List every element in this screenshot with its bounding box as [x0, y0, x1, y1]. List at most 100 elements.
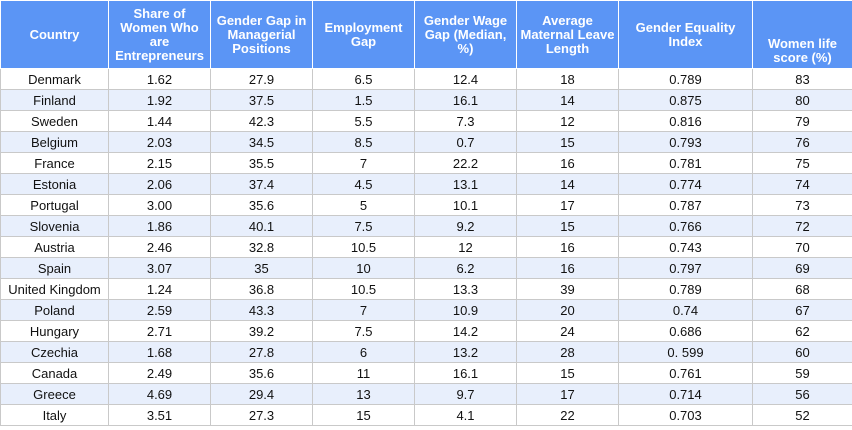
table-cell[interactable]: 1.68	[108, 341, 211, 363]
table-cell[interactable]: 9.2	[414, 215, 517, 237]
table-cell[interactable]: 35.5	[210, 152, 313, 174]
table-cell[interactable]: 0.793	[618, 131, 753, 153]
table-cell[interactable]: 2.46	[108, 236, 211, 258]
table-cell[interactable]: 37.5	[210, 89, 313, 111]
table-cell[interactable]: 4.1	[414, 404, 517, 426]
table-cell[interactable]: 6.2	[414, 257, 517, 279]
table-cell[interactable]: 0.714	[618, 383, 753, 405]
table-cell[interactable]: 0.766	[618, 215, 753, 237]
table-cell[interactable]: 22.2	[414, 152, 517, 174]
table-cell[interactable]: 27.9	[210, 68, 313, 90]
table-cell[interactable]: 16	[516, 152, 619, 174]
table-cell[interactable]: 16	[516, 257, 619, 279]
table-cell[interactable]: 16.1	[414, 362, 517, 384]
table-cell[interactable]: 13.3	[414, 278, 517, 300]
table-cell[interactable]: 0.789	[618, 278, 753, 300]
table-cell[interactable]: 1.92	[108, 89, 211, 111]
table-cell[interactable]: 7.5	[312, 320, 415, 342]
table-cell[interactable]: 6.5	[312, 68, 415, 90]
column-header-managerial-gap[interactable]: Gender Gap in Managerial Positions	[210, 0, 313, 69]
table-cell[interactable]: 34.5	[210, 131, 313, 153]
country-cell[interactable]: Greece	[0, 383, 109, 405]
column-header-employment-gap[interactable]: Employment Gap	[312, 0, 415, 69]
table-cell[interactable]: 4.69	[108, 383, 211, 405]
table-cell[interactable]: 27.8	[210, 341, 313, 363]
country-cell[interactable]: United Kingdom	[0, 278, 109, 300]
country-cell[interactable]: France	[0, 152, 109, 174]
table-cell[interactable]: 7.3	[414, 110, 517, 132]
table-cell[interactable]: 5	[312, 194, 415, 216]
table-cell[interactable]: 18	[516, 68, 619, 90]
table-cell[interactable]: 60	[752, 341, 852, 363]
table-cell[interactable]: 15	[516, 215, 619, 237]
country-cell[interactable]: Italy	[0, 404, 109, 426]
table-cell[interactable]: 10	[312, 257, 415, 279]
table-cell[interactable]: 2.59	[108, 299, 211, 321]
table-cell[interactable]: 62	[752, 320, 852, 342]
table-cell[interactable]: 10.1	[414, 194, 517, 216]
column-header-equality-index[interactable]: Gender Equality Index	[618, 0, 753, 69]
table-cell[interactable]: 72	[752, 215, 852, 237]
country-cell[interactable]: Spain	[0, 257, 109, 279]
table-cell[interactable]: 75	[752, 152, 852, 174]
table-cell[interactable]: 10.5	[312, 236, 415, 258]
table-cell[interactable]: 2.49	[108, 362, 211, 384]
country-cell[interactable]: Sweden	[0, 110, 109, 132]
table-cell[interactable]: 0.789	[618, 68, 753, 90]
table-cell[interactable]: 37.4	[210, 173, 313, 195]
table-cell[interactable]: 7.5	[312, 215, 415, 237]
table-cell[interactable]: 67	[752, 299, 852, 321]
column-header-women-life-score[interactable]: Women life score (%)	[752, 0, 852, 69]
table-cell[interactable]: 9.7	[414, 383, 517, 405]
country-cell[interactable]: Poland	[0, 299, 109, 321]
table-cell[interactable]: 12	[516, 110, 619, 132]
table-cell[interactable]: 0.743	[618, 236, 753, 258]
table-cell[interactable]: 0.781	[618, 152, 753, 174]
table-cell[interactable]: 0.787	[618, 194, 753, 216]
table-cell[interactable]: 1.62	[108, 68, 211, 90]
table-cell[interactable]: 35.6	[210, 362, 313, 384]
table-cell[interactable]: 1.24	[108, 278, 211, 300]
table-cell[interactable]: 35.6	[210, 194, 313, 216]
table-cell[interactable]: 20	[516, 299, 619, 321]
country-cell[interactable]: Austria	[0, 236, 109, 258]
table-cell[interactable]: 74	[752, 173, 852, 195]
table-cell[interactable]: 17	[516, 383, 619, 405]
table-cell[interactable]: 10.5	[312, 278, 415, 300]
table-cell[interactable]: 0.761	[618, 362, 753, 384]
table-cell[interactable]: 5.5	[312, 110, 415, 132]
table-cell[interactable]: 69	[752, 257, 852, 279]
table-cell[interactable]: 1.5	[312, 89, 415, 111]
table-cell[interactable]: 1.44	[108, 110, 211, 132]
table-cell[interactable]: 0.7	[414, 131, 517, 153]
table-cell[interactable]: 27.3	[210, 404, 313, 426]
country-cell[interactable]: Portugal	[0, 194, 109, 216]
country-cell[interactable]: Finland	[0, 89, 109, 111]
table-cell[interactable]: 10.9	[414, 299, 517, 321]
table-cell[interactable]: 32.8	[210, 236, 313, 258]
table-cell[interactable]: 0.703	[618, 404, 753, 426]
country-cell[interactable]: Hungary	[0, 320, 109, 342]
country-cell[interactable]: Canada	[0, 362, 109, 384]
table-cell[interactable]: 14.2	[414, 320, 517, 342]
table-cell[interactable]: 13.2	[414, 341, 517, 363]
table-cell[interactable]: 0.797	[618, 257, 753, 279]
table-cell[interactable]: 76	[752, 131, 852, 153]
table-cell[interactable]: 2.71	[108, 320, 211, 342]
table-cell[interactable]: 13	[312, 383, 415, 405]
table-cell[interactable]: 24	[516, 320, 619, 342]
table-cell[interactable]: 0.686	[618, 320, 753, 342]
table-cell[interactable]: 16	[516, 236, 619, 258]
country-cell[interactable]: Belgium	[0, 131, 109, 153]
table-cell[interactable]: 3.07	[108, 257, 211, 279]
table-cell[interactable]: 40.1	[210, 215, 313, 237]
table-cell[interactable]: 14	[516, 173, 619, 195]
table-cell[interactable]: 2.03	[108, 131, 211, 153]
table-cell[interactable]: 0. 599	[618, 341, 753, 363]
table-cell[interactable]: 12	[414, 236, 517, 258]
table-cell[interactable]: 42.3	[210, 110, 313, 132]
table-cell[interactable]: 56	[752, 383, 852, 405]
table-cell[interactable]: 12.4	[414, 68, 517, 90]
table-cell[interactable]: 0.774	[618, 173, 753, 195]
country-cell[interactable]: Czechia	[0, 341, 109, 363]
